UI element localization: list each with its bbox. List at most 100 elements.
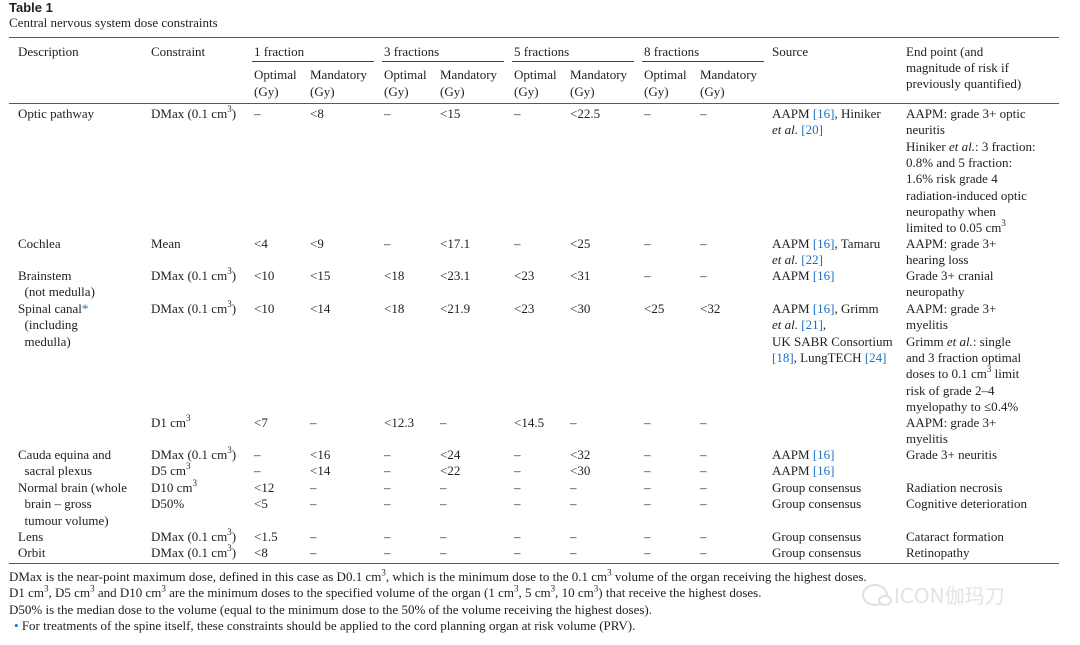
footnote-dvolume: D1 cm3, D5 cm3 and D10 cm3 are the minim… xyxy=(9,583,762,600)
row-endpoint: hearing loss xyxy=(906,252,969,268)
header-optimal: Optimal xyxy=(254,67,297,82)
row-value: – xyxy=(700,415,707,430)
row-source: Group consensus xyxy=(772,529,862,544)
header-group-5fx: 5 fractions xyxy=(514,44,570,59)
row-constraint: DMax (0.1 cm3) xyxy=(151,444,237,462)
header-group-1fx: 1 fraction xyxy=(254,44,305,59)
row-value: – xyxy=(570,545,577,560)
row-value: – xyxy=(644,529,651,544)
row-source: et al. [21], xyxy=(772,317,827,333)
row-description: sacral plexus xyxy=(18,463,93,479)
row-value: <30 xyxy=(570,463,591,478)
row-value: <22 xyxy=(440,463,461,478)
row-value: <10 xyxy=(254,268,275,283)
row-constraint: DMax (0.1 cm3) xyxy=(151,265,237,283)
row-value: – xyxy=(570,496,577,511)
row-value: <25 xyxy=(644,301,665,316)
table-title: Central nervous system dose constraints xyxy=(9,15,218,30)
row-value: – xyxy=(644,106,651,121)
header-mandatory: Mandatory xyxy=(440,67,498,82)
group-rule-3fx xyxy=(382,61,504,62)
row-value: <14 xyxy=(310,301,331,316)
header-endpoint-line: End point (and xyxy=(906,44,984,59)
row-value: – xyxy=(440,529,447,544)
header-unit: (Gy) xyxy=(384,84,409,99)
row-description: (not medulla) xyxy=(18,284,95,300)
row-value: <10 xyxy=(254,301,275,316)
row-value: – xyxy=(384,236,391,251)
row-description: Normal brain (whole xyxy=(18,480,128,495)
row-value: – xyxy=(310,480,317,495)
row-endpoint: 0.8% and 5 fraction: xyxy=(906,154,1013,170)
row-value: <24 xyxy=(440,447,461,462)
row-source: Group consensus xyxy=(772,496,862,511)
header-mandatory: Mandatory xyxy=(570,67,628,82)
header-unit: (Gy) xyxy=(310,84,335,99)
row-endpoint: Radiation necrosis xyxy=(906,480,1003,495)
row-value: – xyxy=(384,529,391,544)
row-value: – xyxy=(440,545,447,560)
row-value: – xyxy=(700,463,707,478)
row-value: – xyxy=(570,480,577,495)
row-constraint: DMax (0.1 cm3) xyxy=(151,103,237,121)
row-endpoint: Grade 3+ neuritis xyxy=(906,447,998,462)
row-value: – xyxy=(254,106,261,121)
row-value: – xyxy=(700,106,707,121)
row-value: – xyxy=(310,415,317,430)
row-value: – xyxy=(700,545,707,560)
row-endpoint: Retinopathy xyxy=(906,545,970,560)
row-endpoint: limited to 0.05 cm3 xyxy=(906,217,1006,236)
row-value: – xyxy=(644,236,651,251)
row-value: – xyxy=(254,463,261,478)
row-value: – xyxy=(254,447,261,462)
row-endpoint: neuropathy xyxy=(906,284,965,300)
row-value: – xyxy=(514,236,521,251)
header-unit: (Gy) xyxy=(644,84,669,99)
row-value: – xyxy=(514,496,521,511)
row-value: – xyxy=(570,415,577,430)
table-header-rule xyxy=(9,103,1059,104)
row-description: Cochlea xyxy=(18,236,61,251)
row-value: <23 xyxy=(514,301,535,316)
header-endpoint-line: magnitude of risk if xyxy=(906,60,1009,75)
footnote-dmax: DMax is the near-point maximum dose, def… xyxy=(9,567,867,584)
row-source: AAPM [16], Tamaru xyxy=(772,236,881,251)
row-description: Orbit xyxy=(18,545,46,560)
table-bottom-rule xyxy=(9,563,1059,564)
row-source: AAPM [16] xyxy=(772,447,835,462)
header-group-3fx: 3 fractions xyxy=(384,44,440,59)
row-endpoint: AAPM: grade 3+ xyxy=(906,415,997,430)
row-endpoint: myelitis xyxy=(906,317,948,333)
row-value: – xyxy=(700,529,707,544)
row-source: UK SABR Consortium xyxy=(772,333,893,349)
row-value: <17.1 xyxy=(440,236,471,251)
header-mandatory: Mandatory xyxy=(310,67,368,82)
row-description: Brainstem xyxy=(18,268,72,283)
row-source: Group consensus xyxy=(772,480,862,495)
group-rule-5fx xyxy=(512,61,634,62)
header-constraint: Constraint xyxy=(151,44,206,59)
header-optimal: Optimal xyxy=(644,67,687,82)
row-value: <22.5 xyxy=(570,106,601,121)
asterisk-marker: • xyxy=(14,618,19,633)
row-constraint: D10 cm3 xyxy=(151,477,198,495)
row-source: AAPM [16], Hiniker xyxy=(772,106,881,121)
row-value: – xyxy=(384,545,391,560)
row-source: AAPM [16] xyxy=(772,463,835,478)
row-description: Lens xyxy=(18,529,44,544)
row-description: Cauda equina and xyxy=(18,447,112,462)
row-endpoint: AAPM: grade 3+ optic xyxy=(906,106,1026,121)
row-value: – xyxy=(700,496,707,511)
header-unit: (Gy) xyxy=(514,84,539,99)
row-description: brain – gross xyxy=(18,496,92,512)
row-value: – xyxy=(384,106,391,121)
row-value: <30 xyxy=(570,301,591,316)
row-value: <5 xyxy=(254,496,268,511)
row-endpoint: AAPM: grade 3+ xyxy=(906,301,997,316)
row-endpoint: radiation-induced optic xyxy=(906,187,1027,203)
row-value: <8 xyxy=(310,106,324,121)
header-optimal: Optimal xyxy=(514,67,557,82)
row-constraint: D5 cm3 xyxy=(151,460,191,478)
row-value: – xyxy=(440,496,447,511)
watermark: ICON伽玛刀 xyxy=(862,580,1005,609)
